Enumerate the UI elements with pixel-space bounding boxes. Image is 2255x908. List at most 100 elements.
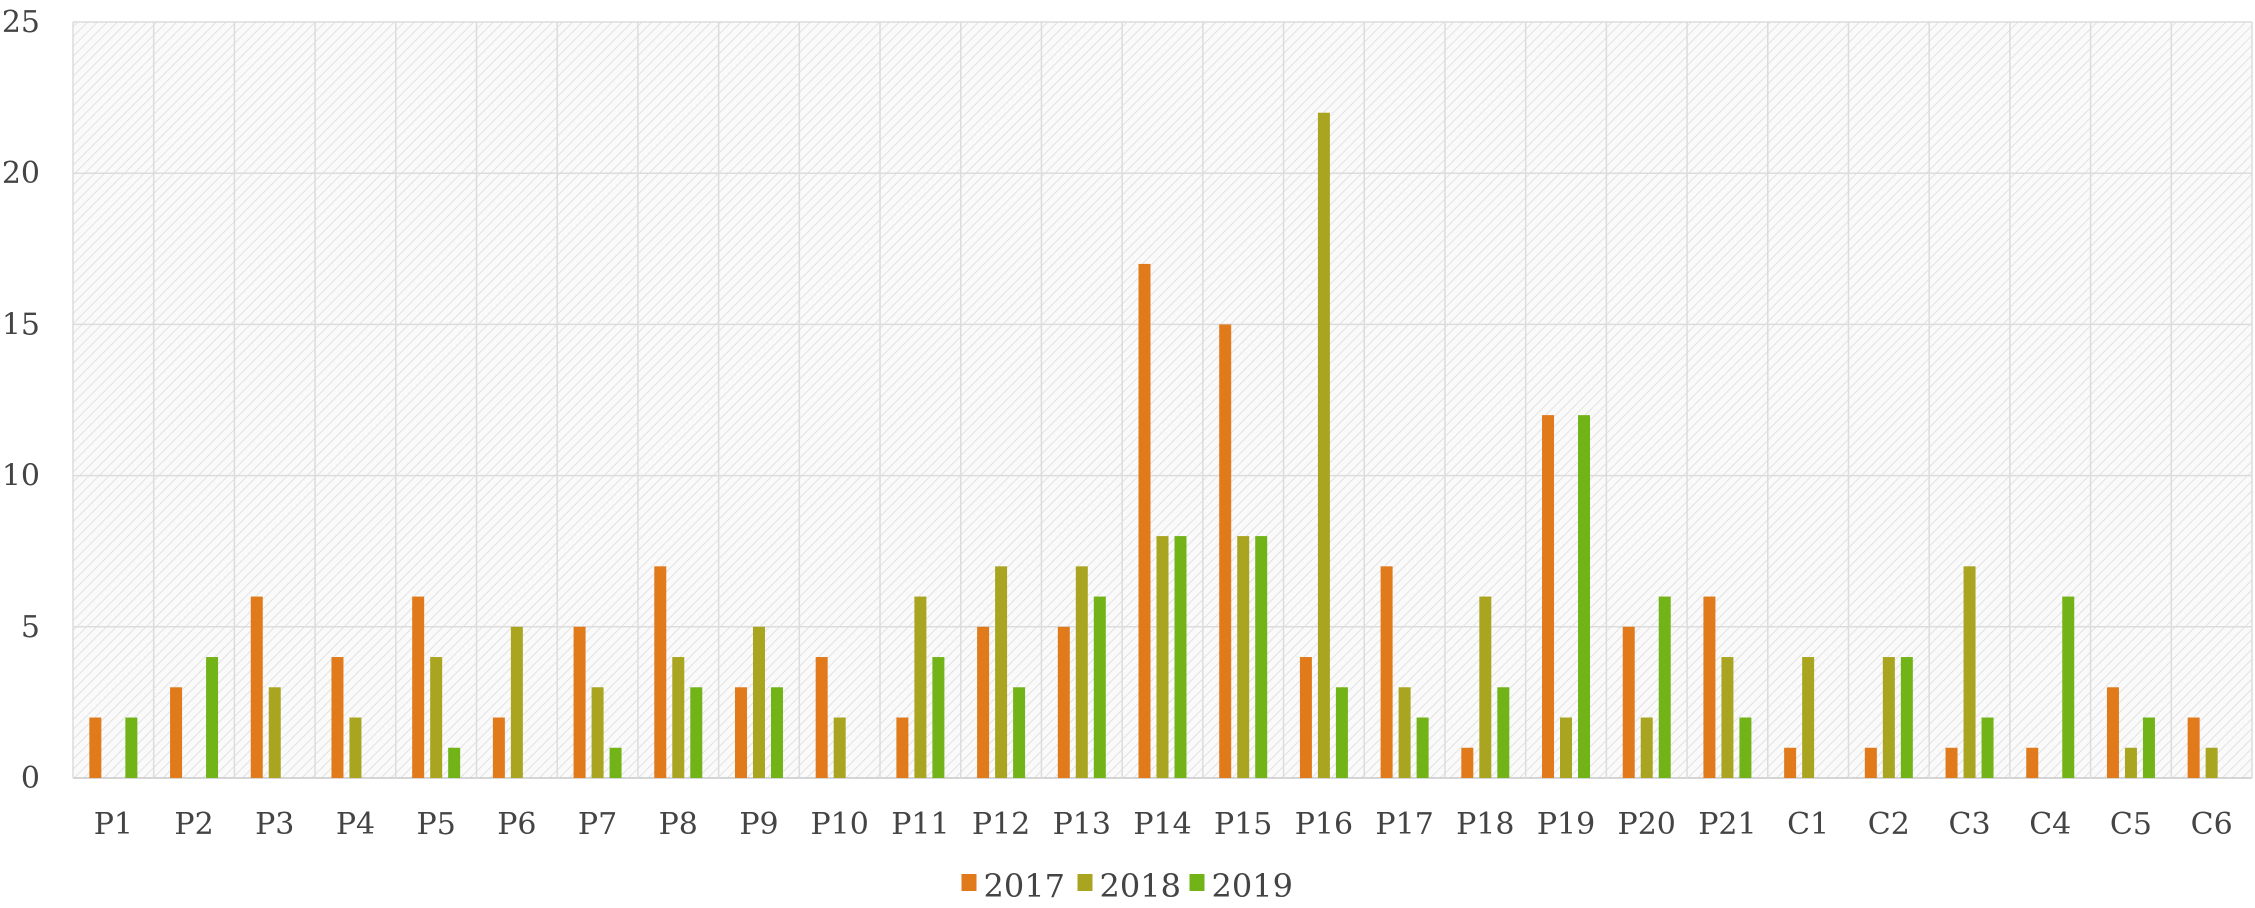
bar-2018-P10 <box>833 717 846 778</box>
bar-2017-P15 <box>1219 324 1232 778</box>
bar-2017-P11 <box>896 717 909 778</box>
x-tick-label: C2 <box>1868 807 1910 842</box>
bar-2018-P20 <box>1640 717 1653 778</box>
bar-2017-P6 <box>492 717 505 778</box>
bar-2017-P21 <box>1703 596 1716 778</box>
bar-2017-P17 <box>1380 566 1393 778</box>
x-tick-label: P3 <box>255 807 294 842</box>
x-tick-label: P12 <box>972 807 1030 842</box>
bar-2017-P3 <box>250 596 263 778</box>
bar-2019-C2 <box>1900 657 1913 778</box>
bar-2019-C4 <box>2062 596 2075 778</box>
x-tick-label: C3 <box>1949 807 1991 842</box>
bar-2018-P14 <box>1156 536 1169 778</box>
bar-2019-P20 <box>1658 596 1671 778</box>
x-tick-label: P8 <box>659 807 698 842</box>
x-tick-label: P7 <box>578 807 617 842</box>
bar-2019-P18 <box>1497 687 1510 778</box>
x-tick-label: P4 <box>336 807 375 842</box>
x-tick-label: P20 <box>1618 807 1676 842</box>
bar-2017-P13 <box>1057 626 1070 778</box>
bar-2017-C3 <box>1945 747 1958 778</box>
bar-2017-P1 <box>89 717 102 778</box>
bar-2018-P12 <box>995 566 1008 778</box>
bar-2017-P14 <box>1138 263 1151 778</box>
x-tick-label: P9 <box>739 807 778 842</box>
legend-swatch <box>961 874 977 891</box>
x-tick-label: P6 <box>497 807 536 842</box>
bar-2018-C3 <box>1963 566 1976 778</box>
bar-2018-P17 <box>1398 687 1411 778</box>
bar-2018-P6 <box>510 626 523 778</box>
bar-2018-P9 <box>752 626 765 778</box>
bar-2018-P13 <box>1075 566 1088 778</box>
bar-2018-C1 <box>1802 657 1815 778</box>
bar-2018-C6 <box>2205 747 2218 778</box>
bar-2019-P7 <box>609 747 622 778</box>
bar-2019-P2 <box>206 657 219 778</box>
bar-2017-P8 <box>654 566 667 778</box>
x-tick-label: C1 <box>1787 807 1829 842</box>
x-tick-label: P5 <box>417 807 456 842</box>
bar-2019-P14 <box>1174 536 1187 778</box>
bar-2018-P3 <box>268 687 281 778</box>
x-tick-label: P17 <box>1375 807 1433 842</box>
y-tick-label: 10 <box>2 459 40 494</box>
bar-2019-P13 <box>1093 596 1106 778</box>
bar-2018-P7 <box>591 687 604 778</box>
x-tick-label: P2 <box>174 807 213 842</box>
bar-2017-P7 <box>573 626 586 778</box>
x-tick-label: P21 <box>1698 807 1756 842</box>
bar-2017-C5 <box>2106 687 2119 778</box>
bar-2017-P4 <box>331 657 344 778</box>
bar-2019-P21 <box>1739 717 1752 778</box>
bar-2019-C3 <box>1981 717 1994 778</box>
legend-label: 2018 <box>1100 867 1181 905</box>
bars <box>89 112 2218 779</box>
bar-2018-C2 <box>1882 657 1895 778</box>
bar-2019-P9 <box>770 687 783 778</box>
bar-2019-P12 <box>1013 687 1026 778</box>
bar-2017-P20 <box>1622 626 1635 778</box>
bar-2018-P8 <box>672 657 685 778</box>
bar-2017-P10 <box>815 657 828 778</box>
legend: 2017 2018 2019 <box>961 867 1293 905</box>
x-tick-label: P10 <box>811 807 869 842</box>
y-tick-label: 5 <box>21 610 40 645</box>
legend-item-2019: 2019 <box>1189 867 1293 905</box>
x-tick-label: P1 <box>94 807 133 842</box>
bar-2018-P5 <box>430 657 443 778</box>
bar-2018-P16 <box>1317 112 1330 779</box>
x-tick-label: C5 <box>2110 807 2152 842</box>
bar-2019-P15 <box>1255 536 1268 778</box>
y-axis: 0 5 10 15 20 25 <box>2 5 40 796</box>
x-tick-label: P11 <box>891 807 949 842</box>
bar-2017-C2 <box>1864 747 1877 778</box>
bar-2017-P12 <box>977 626 990 778</box>
bar-2019-P19 <box>1578 415 1591 778</box>
bar-2017-C1 <box>1784 747 1797 778</box>
y-tick-label: 25 <box>2 5 40 40</box>
bar-2017-P2 <box>170 687 183 778</box>
x-tick-label: P16 <box>1295 807 1353 842</box>
x-tick-label: P19 <box>1537 807 1595 842</box>
bar-2017-P19 <box>1542 415 1555 778</box>
legend-label: 2019 <box>1212 867 1293 905</box>
bar-2018-P4 <box>349 717 362 778</box>
bar-2019-P16 <box>1335 687 1348 778</box>
legend-label: 2017 <box>984 867 1065 905</box>
legend-swatch <box>1077 874 1093 891</box>
bar-2017-P16 <box>1299 657 1312 778</box>
bar-2018-P15 <box>1237 536 1250 778</box>
bar-2018-P21 <box>1721 657 1734 778</box>
bar-2018-C5 <box>2124 747 2137 778</box>
bar-2019-P11 <box>932 657 945 778</box>
bar-2019-C5 <box>2142 717 2155 778</box>
x-tick-label: P13 <box>1053 807 1111 842</box>
x-tick-label: C6 <box>2191 807 2233 842</box>
bar-2018-P18 <box>1479 596 1492 778</box>
bar-2019-P8 <box>690 687 703 778</box>
bar-2017-P5 <box>412 596 425 778</box>
x-tick-label: P15 <box>1214 807 1272 842</box>
